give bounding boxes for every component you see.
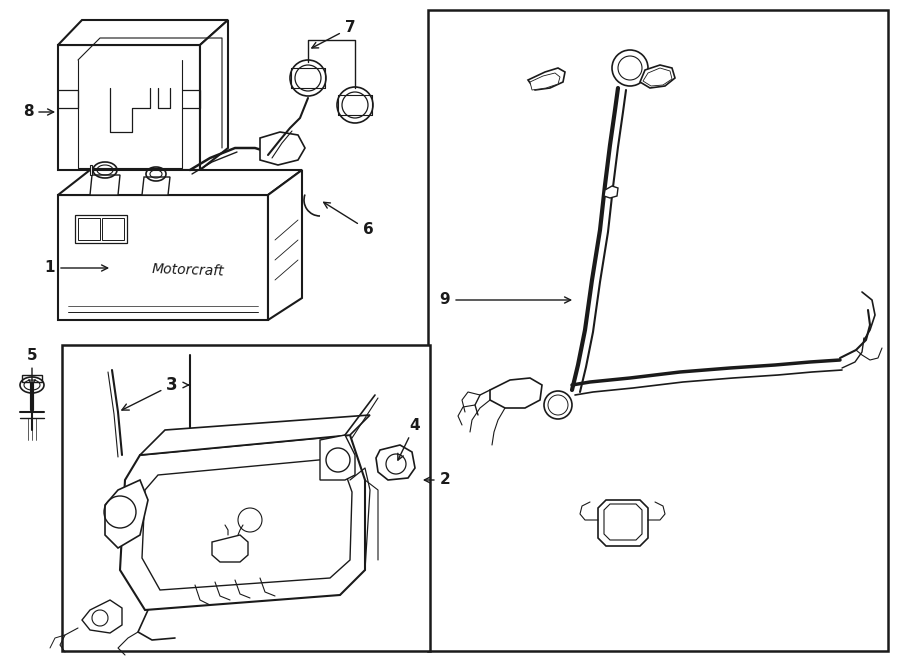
Polygon shape: [604, 504, 642, 540]
Text: 9: 9: [440, 293, 571, 307]
Polygon shape: [376, 445, 415, 480]
Polygon shape: [268, 170, 302, 320]
Polygon shape: [640, 65, 675, 88]
Text: Motorcraft: Motorcraft: [151, 262, 224, 278]
Polygon shape: [58, 170, 302, 195]
Polygon shape: [140, 415, 370, 455]
Polygon shape: [212, 535, 248, 562]
Polygon shape: [643, 68, 672, 86]
Polygon shape: [598, 500, 648, 546]
Polygon shape: [530, 73, 560, 90]
Polygon shape: [490, 378, 542, 408]
Text: 5: 5: [27, 348, 37, 385]
Polygon shape: [58, 45, 200, 170]
Text: 2: 2: [424, 473, 450, 488]
Text: 1: 1: [45, 260, 108, 276]
Polygon shape: [82, 600, 122, 633]
Text: 8: 8: [22, 104, 54, 120]
Bar: [102, 218, 124, 240]
Polygon shape: [58, 195, 268, 320]
Polygon shape: [142, 458, 352, 590]
Polygon shape: [528, 68, 565, 90]
Polygon shape: [142, 177, 170, 195]
Text: 4: 4: [398, 418, 420, 460]
Polygon shape: [120, 435, 365, 610]
Bar: [428, 10, 888, 651]
Text: 6: 6: [324, 202, 374, 237]
Polygon shape: [604, 186, 618, 198]
Polygon shape: [200, 20, 228, 170]
Polygon shape: [90, 175, 120, 195]
Bar: [75, 215, 127, 243]
Bar: [78, 218, 100, 240]
Polygon shape: [90, 165, 92, 175]
Polygon shape: [58, 20, 228, 45]
Bar: [62, 345, 430, 651]
Polygon shape: [260, 132, 305, 165]
Polygon shape: [22, 375, 42, 382]
Polygon shape: [320, 435, 355, 480]
Text: 3: 3: [122, 376, 178, 410]
Text: 7: 7: [311, 20, 356, 48]
Polygon shape: [105, 480, 148, 548]
